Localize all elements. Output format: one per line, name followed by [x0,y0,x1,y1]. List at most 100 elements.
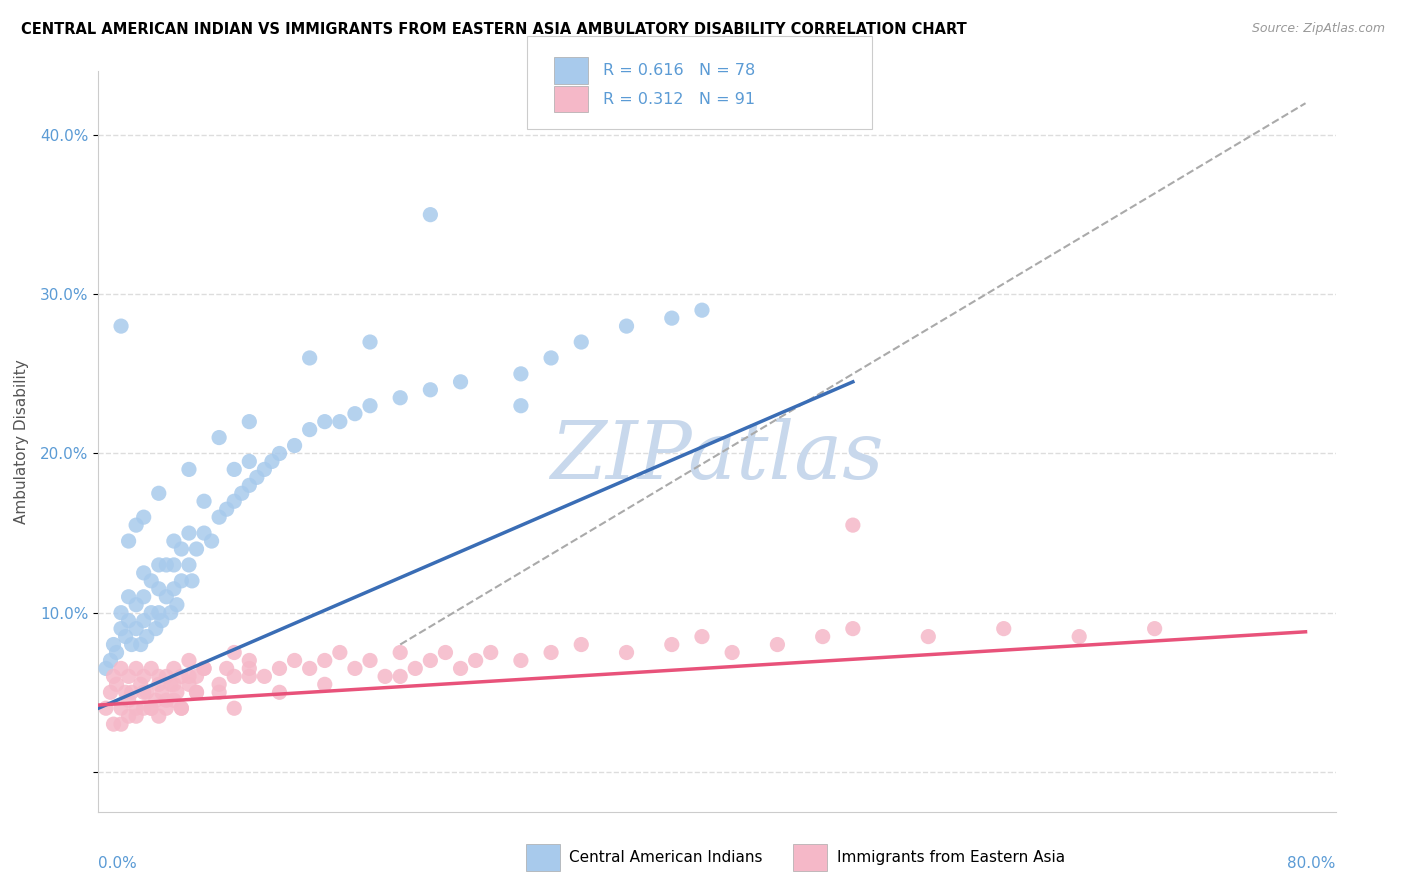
Point [170,701,193,715]
Point [284,438,307,452]
Point [231,486,253,500]
Point [509,653,531,667]
Point [193,661,215,675]
Point [100,653,122,667]
Point [177,526,200,541]
Point [298,661,321,675]
Point [284,653,307,667]
Y-axis label: Ambulatory Disability: Ambulatory Disability [14,359,30,524]
Point [343,407,366,421]
Point [148,606,170,620]
Text: R = 0.312   N = 91: R = 0.312 N = 91 [603,92,755,106]
Point [105,646,128,660]
Point [690,630,713,644]
Point [238,653,260,667]
Point [141,701,163,715]
Point [117,669,139,683]
Point [129,677,152,691]
Point [246,470,269,484]
Point [186,541,208,556]
Point [117,614,139,628]
Point [160,677,183,691]
Point [177,558,200,572]
Point [215,661,238,675]
Point [150,614,173,628]
Point [132,566,155,580]
Point [253,669,276,683]
Point [125,622,148,636]
Text: Immigrants from Eastern Asia: Immigrants from Eastern Asia [837,850,1064,864]
Point [389,391,412,405]
Point [148,582,170,596]
Text: Source: ZipAtlas.com: Source: ZipAtlas.com [1251,22,1385,36]
Point [155,558,177,572]
Point [238,661,260,675]
Point [208,510,231,524]
Point [569,334,592,349]
Point [141,701,163,715]
Point [135,685,157,699]
Point [186,669,208,683]
Point [125,709,148,723]
Point [103,669,125,683]
Point [260,454,283,468]
Point [224,701,246,715]
Point [253,462,276,476]
Point [359,399,381,413]
Point [170,574,193,588]
Point [155,590,177,604]
Point [766,638,789,652]
Point [224,669,246,683]
Point [329,415,352,429]
Point [186,685,208,699]
Point [145,693,167,707]
Point [110,717,132,731]
Point [208,685,231,699]
Text: 0.0%: 0.0% [98,856,138,871]
Point [314,415,336,429]
Point [419,383,441,397]
Point [141,661,163,675]
Point [125,701,148,715]
Point [177,462,200,476]
Point [389,646,412,660]
Point [132,590,155,604]
Point [616,319,638,334]
Point [329,646,352,660]
Point [121,685,143,699]
Point [148,558,170,572]
Point [110,661,132,675]
Point [238,415,260,429]
Point [148,709,170,723]
Point [269,661,291,675]
Point [193,526,215,541]
Point [419,208,441,222]
Point [110,701,132,715]
Point [163,534,186,549]
Point [155,693,177,707]
Point [163,661,186,675]
Point [125,518,148,533]
Point [193,494,215,508]
Point [224,494,246,508]
Point [94,701,117,715]
Point [103,717,125,731]
Point [94,661,117,675]
Point [208,431,231,445]
Point [224,646,246,660]
Point [170,701,193,715]
Point [160,606,183,620]
Point [170,541,193,556]
Point [238,478,260,492]
Point [298,351,321,365]
Point [163,677,186,691]
Point [132,510,155,524]
Point [110,606,132,620]
Point [117,709,139,723]
Point [811,630,834,644]
Point [509,399,531,413]
Point [132,614,155,628]
Point [145,622,167,636]
Point [132,685,155,699]
Point [163,582,186,596]
